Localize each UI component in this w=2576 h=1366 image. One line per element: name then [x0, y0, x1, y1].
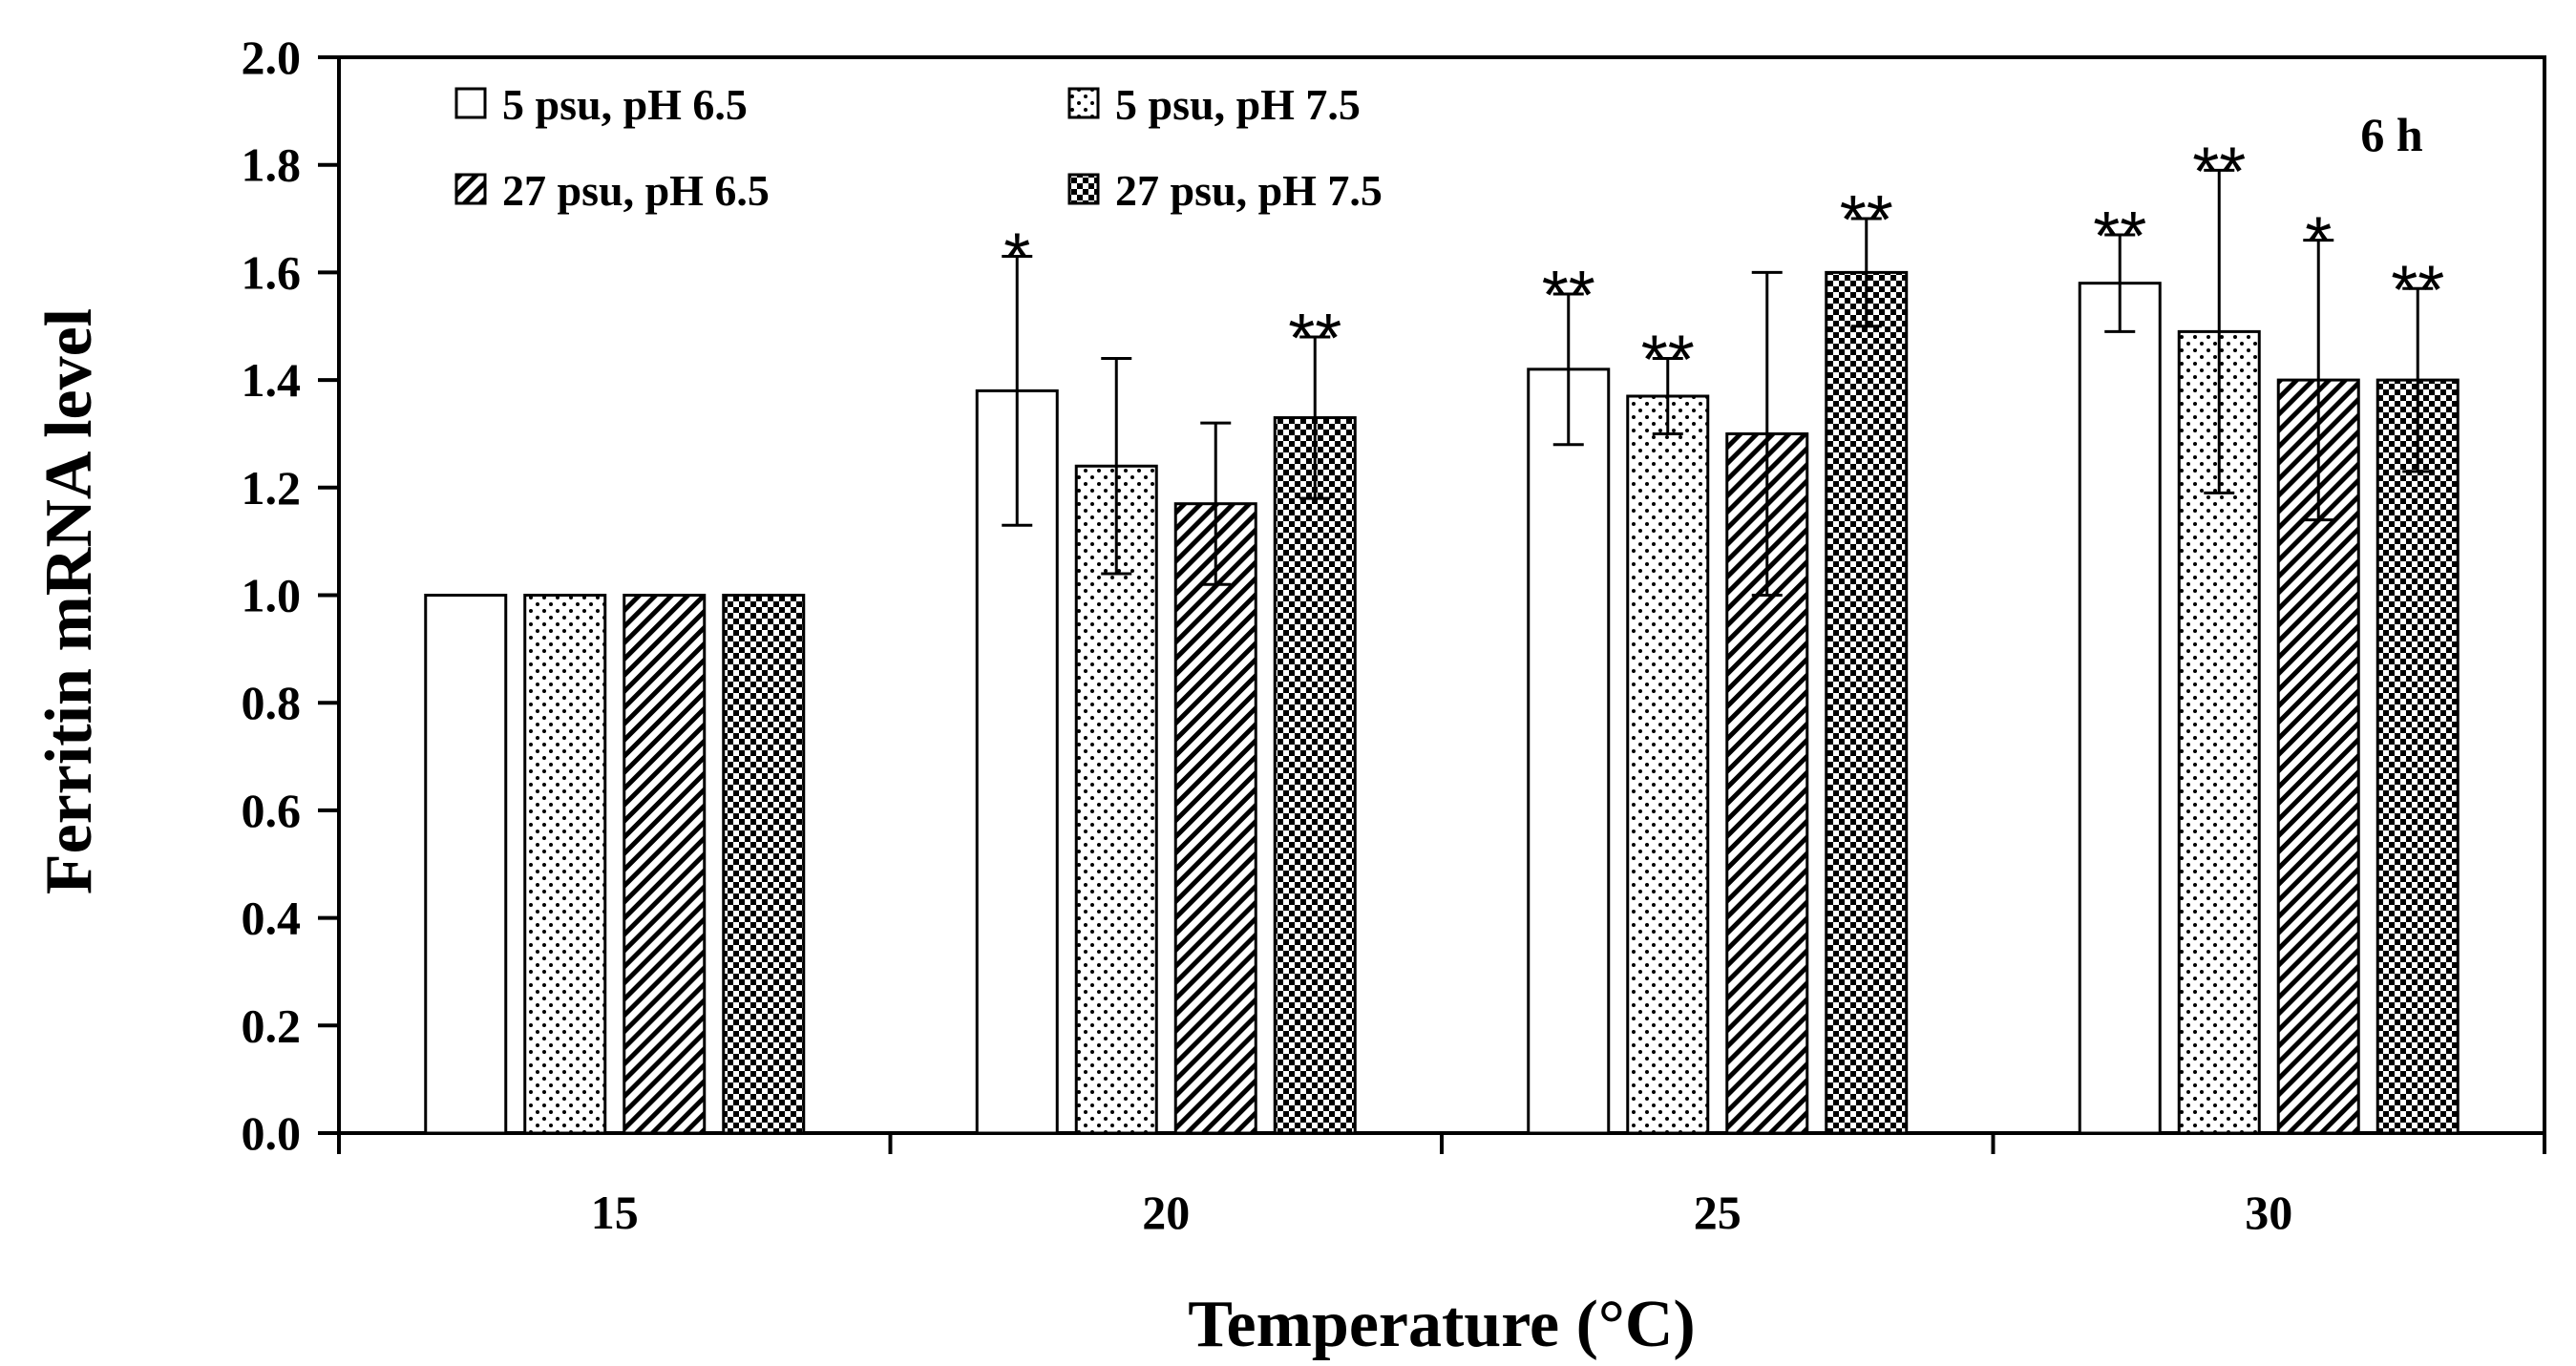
x-tick-label: 30 — [2245, 1186, 2292, 1239]
significance-mark: ** — [1542, 258, 1595, 334]
x-axis: 15 20 25 30 — [337, 1133, 2546, 1239]
y-tick-label: 1.4 — [242, 353, 302, 407]
bar — [623, 594, 707, 1135]
legend: 5 psu, pH 6.5 5 psu, pH 7.5 27 psu, pH 6.5… — [454, 80, 1383, 215]
bar — [424, 594, 508, 1135]
significance-mark: ** — [2192, 134, 2246, 210]
bar — [1527, 368, 1611, 1135]
bar — [722, 594, 806, 1135]
x-tick-label: 15 — [591, 1186, 639, 1239]
legend-label: 5 psu, pH 7.5 — [1115, 80, 1361, 129]
bar — [2375, 378, 2460, 1135]
legend-label: 5 psu, pH 6.5 — [502, 80, 748, 129]
legend-swatch — [1067, 87, 1100, 119]
y-tick-label: 0.8 — [242, 676, 302, 729]
x-tick-label: 20 — [1142, 1186, 1190, 1239]
bar — [1173, 502, 1257, 1135]
significance-mark: ** — [2391, 252, 2444, 328]
bar — [1074, 464, 1158, 1135]
bar — [1273, 416, 1357, 1135]
y-tick-label: 1.2 — [242, 461, 302, 515]
legend-swatch — [454, 87, 487, 119]
legend-swatch — [454, 173, 487, 205]
significance-mark: * — [1003, 220, 1030, 296]
significance-annotations: ********* ******* — [1003, 134, 2444, 398]
panel-label: 6 h — [2360, 108, 2423, 161]
significance-mark: ** — [1840, 182, 1893, 259]
significance-mark: * — [2305, 204, 2332, 281]
y-axis: 0.0 0.2 0.4 0.6 0.8 1.0 1.2 1.4 1.6 1.8 2.0 — [242, 31, 339, 1160]
error-bars — [1002, 168, 2434, 597]
y-tick-label: 1.0 — [242, 569, 302, 622]
bar — [2276, 378, 2360, 1135]
significance-mark: ** — [1641, 323, 1695, 399]
legend-label: 27 psu, pH 6.5 — [502, 166, 770, 215]
y-tick-label: 1.6 — [242, 245, 302, 299]
y-tick-label: 0.4 — [242, 892, 302, 945]
x-axis-title: Temperature (°C) — [1188, 1288, 1696, 1361]
y-tick-label: 1.8 — [242, 138, 302, 192]
y-axis-title: Ferritin mRNA level — [32, 308, 106, 894]
bar — [2078, 282, 2162, 1135]
legend-swatch — [1067, 173, 1100, 205]
y-tick-label: 0.2 — [242, 998, 302, 1052]
legend-label: 27 psu, pH 7.5 — [1115, 166, 1383, 215]
bar — [523, 594, 607, 1135]
bar — [1626, 394, 1710, 1135]
bars — [424, 270, 2460, 1135]
x-tick-label: 25 — [1694, 1186, 1742, 1239]
significance-mark: ** — [2093, 199, 2146, 275]
y-tick-label: 2.0 — [242, 31, 302, 84]
y-tick-label: 0.6 — [242, 784, 302, 837]
y-tick-label: 0.0 — [242, 1106, 302, 1160]
bar — [1825, 270, 1909, 1135]
significance-mark: ** — [1288, 301, 1341, 377]
bar — [975, 389, 1059, 1135]
